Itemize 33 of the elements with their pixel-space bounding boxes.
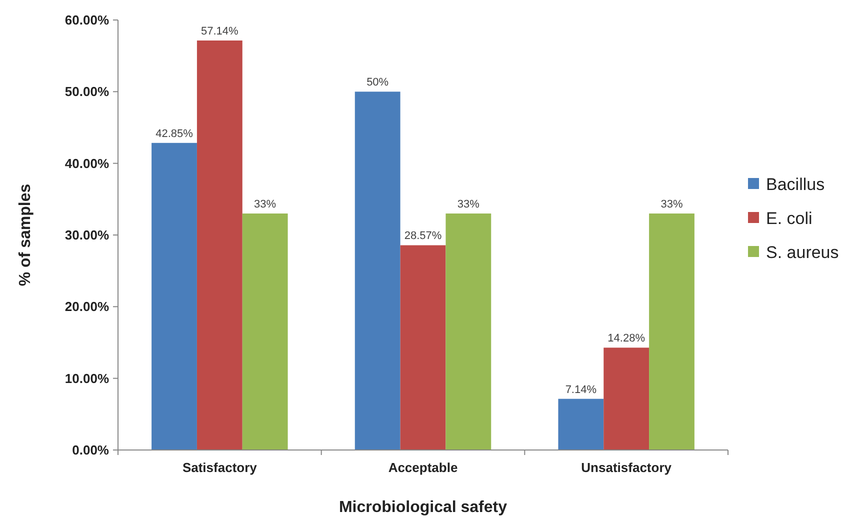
bar [446, 214, 492, 450]
x-axis-title: Microbiological safety [338, 499, 508, 516]
data-label: 33% [254, 198, 276, 210]
y-tick-label: 40.00% [64, 156, 110, 171]
y-axis-title: % of samples [17, 184, 34, 286]
bar [649, 214, 694, 450]
legend-label: S. aureus [766, 242, 839, 262]
bar [242, 214, 288, 450]
bar [196, 40, 242, 450]
y-tick-label: 10.00% [64, 370, 110, 386]
x-tick-label: Satisfactory [182, 460, 258, 475]
legend-label: E. coli [766, 208, 812, 228]
bar [604, 348, 650, 450]
data-label: 57.14% [201, 25, 239, 38]
data-label: 33% [660, 198, 683, 210]
y-tick-label: 30.00% [64, 228, 110, 243]
y-tick-label: 0.00% [72, 442, 110, 458]
y-tick-label: 60.00% [64, 12, 110, 28]
y-tick-label: 50.00% [64, 84, 110, 100]
data-label: 14.28% [608, 332, 646, 345]
bar [400, 245, 446, 450]
data-label: 33% [457, 198, 480, 210]
y-tick-label: 20.00% [64, 299, 110, 314]
x-tick-label: Acceptable [388, 460, 458, 475]
x-tick-label: Unsatisfactory [581, 460, 672, 475]
bar [558, 398, 604, 450]
data-label: 28.57% [404, 230, 442, 242]
bar [152, 142, 197, 450]
bar [354, 92, 400, 450]
data-label: 42.85% [156, 128, 194, 140]
data-label: 7.14% [565, 384, 597, 396]
legend-label: Bacillus [766, 174, 825, 194]
data-label: 50% [366, 76, 389, 89]
